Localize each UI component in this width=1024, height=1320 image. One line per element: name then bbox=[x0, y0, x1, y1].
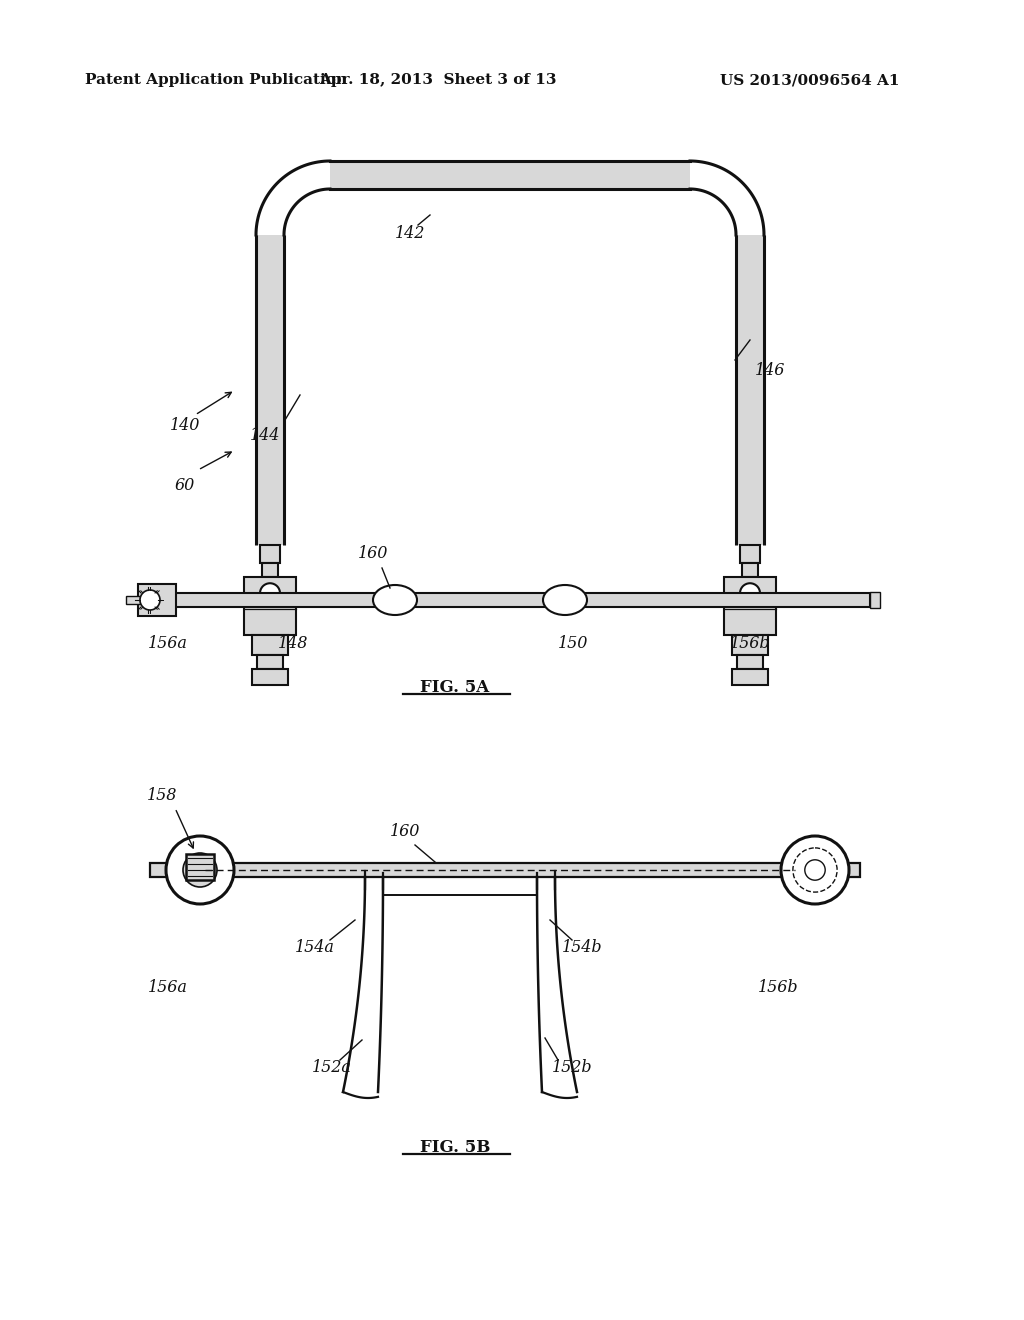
Circle shape bbox=[740, 583, 760, 603]
Bar bbox=[737, 655, 763, 669]
Bar bbox=[262, 564, 278, 577]
Text: 152a: 152a bbox=[312, 1059, 352, 1076]
Text: 140: 140 bbox=[170, 417, 201, 434]
Text: 142: 142 bbox=[395, 224, 425, 242]
Text: 156a: 156a bbox=[148, 635, 187, 652]
Bar bbox=[252, 635, 288, 655]
Text: FIG. 5A: FIG. 5A bbox=[421, 680, 489, 697]
Bar bbox=[257, 655, 283, 669]
Bar bbox=[740, 545, 760, 564]
Bar bbox=[742, 564, 758, 577]
Bar bbox=[870, 591, 880, 609]
Bar bbox=[126, 597, 140, 605]
Text: 156b: 156b bbox=[730, 635, 771, 652]
Text: 60: 60 bbox=[175, 477, 196, 494]
Text: US 2013/0096564 A1: US 2013/0096564 A1 bbox=[720, 73, 899, 87]
Circle shape bbox=[140, 590, 160, 610]
Circle shape bbox=[805, 859, 825, 880]
Text: 146: 146 bbox=[755, 362, 785, 379]
Text: 154b: 154b bbox=[562, 939, 603, 956]
Text: 156b: 156b bbox=[758, 979, 799, 997]
Bar bbox=[138, 583, 176, 616]
Text: Patent Application Publication: Patent Application Publication bbox=[85, 73, 347, 87]
Text: 154a: 154a bbox=[295, 939, 335, 956]
FancyBboxPatch shape bbox=[186, 854, 214, 880]
Bar bbox=[732, 669, 768, 685]
Ellipse shape bbox=[373, 585, 417, 615]
Bar bbox=[140, 593, 870, 607]
Ellipse shape bbox=[543, 585, 587, 615]
Text: Apr. 18, 2013  Sheet 3 of 13: Apr. 18, 2013 Sheet 3 of 13 bbox=[319, 73, 557, 87]
Text: 156a: 156a bbox=[148, 979, 187, 997]
Text: 158: 158 bbox=[147, 787, 177, 804]
Bar bbox=[724, 577, 776, 635]
Circle shape bbox=[260, 583, 280, 603]
Circle shape bbox=[781, 836, 849, 904]
Bar bbox=[150, 863, 860, 876]
Bar bbox=[260, 545, 280, 564]
Text: 160: 160 bbox=[390, 822, 421, 840]
Text: 150: 150 bbox=[558, 635, 589, 652]
Circle shape bbox=[183, 853, 217, 887]
Text: FIG. 5B: FIG. 5B bbox=[420, 1139, 490, 1156]
Bar bbox=[252, 669, 288, 685]
Text: 160: 160 bbox=[358, 545, 388, 562]
Text: 144: 144 bbox=[250, 426, 281, 444]
Circle shape bbox=[793, 847, 837, 892]
Bar bbox=[244, 577, 296, 635]
Text: 148: 148 bbox=[278, 635, 308, 652]
Circle shape bbox=[138, 590, 158, 610]
Circle shape bbox=[166, 836, 234, 904]
Text: 152b: 152b bbox=[552, 1059, 593, 1076]
Bar bbox=[732, 635, 768, 655]
